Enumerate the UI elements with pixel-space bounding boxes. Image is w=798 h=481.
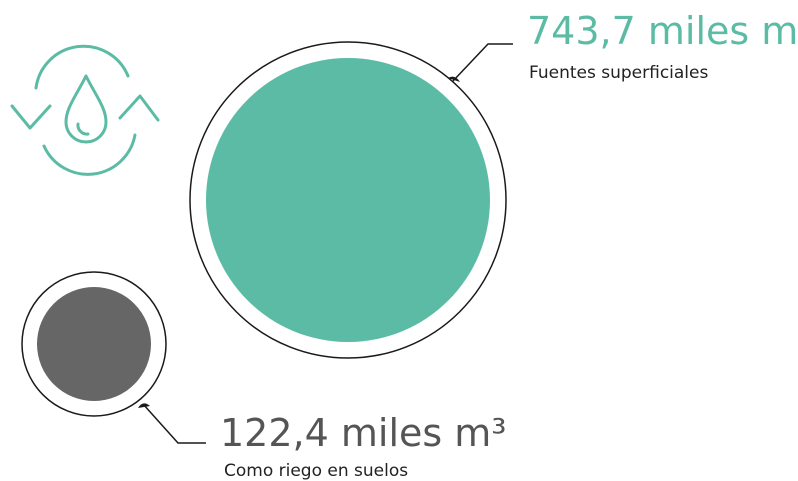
water-cycle-icon — [10, 44, 160, 176]
leader-line — [142, 403, 206, 444]
leader-anchor — [448, 76, 460, 82]
leader-line — [452, 43, 513, 82]
category-label: Como riego en suelos — [224, 461, 408, 481]
leader-anchor — [138, 403, 150, 408]
value-label: 122,4 miles m³ — [220, 411, 507, 455]
bubble-fuentes-superficiales: 743,7 miles m³ Fuentes superficiales — [189, 9, 798, 359]
bubble-fill — [37, 287, 151, 401]
value-label: 743,7 miles m³ — [527, 9, 798, 53]
category-label: Fuentes superficiales — [529, 63, 708, 83]
bubble-fill — [206, 58, 490, 342]
bubble-como-riego-en-suelos: 122,4 miles m³ Como riego en suelos — [21, 271, 507, 481]
